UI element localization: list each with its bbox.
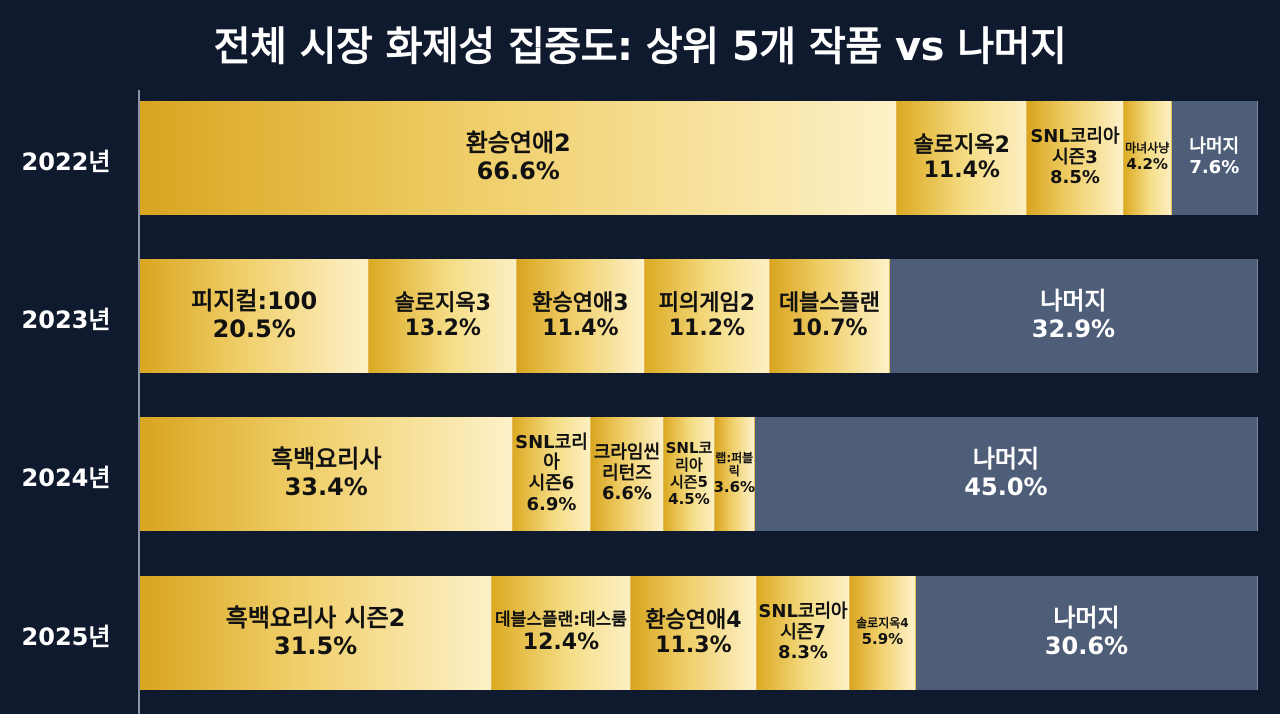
segment-label: SNL코리아 시즌5 [665, 438, 713, 491]
segment-value: 6.9% [526, 493, 577, 515]
bar-segment: 피지컬:100 20.5% [140, 259, 370, 373]
segment-value: 8.3% [778, 642, 828, 664]
segment-value: 11.4% [923, 158, 1000, 183]
bar-segment-other: 나머지 7.6% [1171, 101, 1258, 215]
segment-label: 데블스플랜:데스룸 [495, 609, 627, 630]
segment-value: 13.2% [404, 316, 481, 341]
bar-segment: 환승연애3 11.4% [517, 259, 645, 373]
segment-value: 11.4% [542, 316, 619, 341]
segment-label: 환승연애2 [465, 129, 571, 158]
year-label: 2022년 [21, 148, 111, 176]
segment-value: 45.0% [964, 473, 1048, 501]
bar-segment-other: 나머지 30.6% [915, 576, 1258, 690]
segment-value: 3.6% [713, 478, 756, 497]
bar-segment-other: 나머지 32.9% [889, 259, 1258, 373]
bar-segment: 흑백요리사 33.4% [140, 417, 514, 531]
bar-segment: SNL코리아 시즌6 6.9% [513, 417, 591, 531]
bar-row: 흑백요리사 시즌2 31.5% 데블스플랜:데스룸 12.4% 환승연애4 11.3% SN… [140, 576, 1258, 690]
segment-label: 마녀사냥 [1125, 141, 1170, 156]
bar-segment: 피의게임2 11.2% [644, 259, 771, 373]
segment-value: 7.6% [1189, 157, 1240, 178]
bar-segment: 솔로지옥2 11.4% [897, 101, 1028, 215]
segment-value: 33.4% [284, 473, 368, 501]
segment-label: 피지컬:100 [191, 287, 318, 316]
year-label: 2025년 [21, 623, 111, 651]
segment-value: 66.6% [476, 157, 560, 185]
bar-segment: 솔로지옥3 13.2% [369, 259, 518, 373]
bar-row: 피지컬:100 20.5% 솔로지옥3 13.2% 환승연애3 11.4% 피의게임2 11.… [140, 259, 1258, 373]
segment-label: 솔로지옥3 [394, 290, 491, 316]
bar-segment-other: 나머지 45.0% [754, 417, 1258, 531]
segment-value: 30.6% [1044, 632, 1129, 660]
segment-label: 크라임씬 리턴즈 [593, 441, 661, 484]
bar-segment: 데블스플랜:데스룸 12.4% [492, 576, 631, 690]
bar-row: 흑백요리사 33.4% SNL코리아 시즌6 6.9% 크라임씬 리턴즈 6.6% SNL코… [140, 417, 1258, 531]
segment-label: SNL코리아 시즌6 [515, 431, 588, 494]
bar-segment: 환승연애4 11.3% [630, 576, 758, 690]
segment-label: 피의게임2 [658, 290, 756, 316]
segment-label: 흑백요리사 시즌2 [225, 604, 406, 633]
chart-title: 전체 시장 화제성 집중도: 상위 5개 작품 vs 나머지 [213, 24, 1067, 70]
segment-value: 4.2% [1126, 155, 1168, 174]
segment-value: 6.6% [601, 483, 652, 505]
year-label: 2023년 [21, 306, 111, 334]
segment-value: 5.9% [861, 630, 904, 649]
segment-value: 11.2% [668, 316, 746, 341]
segment-value: 4.5% [668, 490, 710, 509]
segment-label: 나머지 [1189, 136, 1240, 158]
segment-label: 환승연애4 [645, 607, 742, 633]
bar-segment: 랩:퍼블릭 3.6% [713, 417, 756, 531]
bar-segment: 솔로지옥4 5.9% [849, 576, 916, 690]
segment-label: 나머지 [1040, 287, 1107, 316]
bar-segment: SNL코리아 시즌5 4.5% [664, 417, 715, 531]
segment-label: 솔로지옥2 [913, 132, 1010, 158]
segment-value: 12.4% [522, 630, 600, 656]
segment-value: 10.7% [791, 316, 868, 341]
segment-label: 환승연애3 [532, 290, 629, 316]
bar-segment: SNL코리아 시즌3 8.5% [1027, 101, 1124, 215]
segment-label: 나머지 [1053, 604, 1120, 633]
segment-value: 20.5% [212, 315, 296, 343]
bar-segment: 데블스플랜 10.7% [770, 259, 890, 373]
segment-label: 데블스플랜 [778, 290, 881, 316]
segment-value: 8.5% [1049, 167, 1100, 189]
segment-label: 나머지 [972, 445, 1040, 474]
bar-segment: 흑백요리사 시즌2 31.5% [140, 576, 493, 690]
segment-label: SNL코리아 시즌3 [1030, 125, 1120, 168]
bar-segment: 크라임씬 리턴즈 6.6% [590, 417, 665, 531]
segment-value: 11.3% [655, 633, 732, 658]
segment-label: 솔로지옥4 [856, 616, 909, 631]
bar-segment: 마녀사냥 4.2% [1123, 101, 1172, 215]
segment-value: 32.9% [1031, 315, 1116, 343]
segment-label: SNL코리아 시즌7 [758, 600, 848, 643]
bar-row: 환승연애2 66.6% 솔로지옥2 11.4% SNL코리아 시즌3 8.5% 마녀사냥 4.… [140, 101, 1258, 215]
bar-segment: 환승연애2 66.6% [140, 101, 898, 215]
segment-label: 랩:퍼블릭 [715, 450, 754, 479]
bar-segment: SNL코리아 시즌7 8.3% [757, 576, 850, 690]
segment-label: 흑백요리사 [271, 445, 382, 474]
segment-value: 31.5% [273, 632, 358, 660]
year-label: 2024년 [21, 464, 111, 492]
y-axis-line [138, 90, 140, 714]
